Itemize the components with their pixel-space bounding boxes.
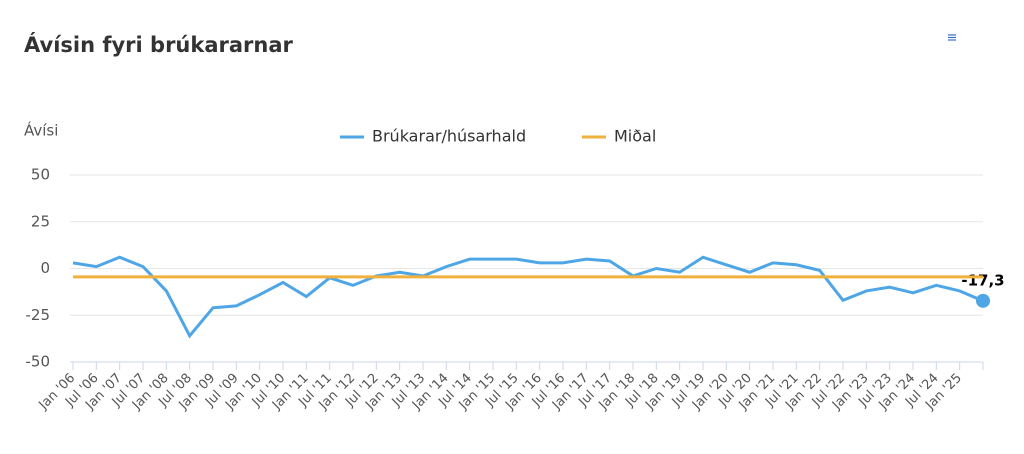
legend-label: Miðal bbox=[614, 127, 656, 146]
y-axis-label: Ávísi bbox=[24, 121, 58, 140]
series-line bbox=[72, 255, 984, 339]
legend-label: Brúkarar/húsarhald bbox=[372, 127, 526, 146]
y-tick-label: 25 bbox=[31, 212, 50, 230]
menu-icon[interactable] bbox=[948, 34, 956, 41]
y-tick-label: -50 bbox=[26, 353, 51, 371]
chart-title: Ávísin fyri brúkararnar bbox=[24, 32, 294, 57]
y-tick-label: -25 bbox=[26, 306, 51, 324]
y-tick-label: 0 bbox=[40, 259, 50, 277]
end-point bbox=[976, 293, 990, 308]
data-label: -17,3 bbox=[961, 271, 1004, 289]
y-tick-label: 50 bbox=[31, 166, 50, 184]
